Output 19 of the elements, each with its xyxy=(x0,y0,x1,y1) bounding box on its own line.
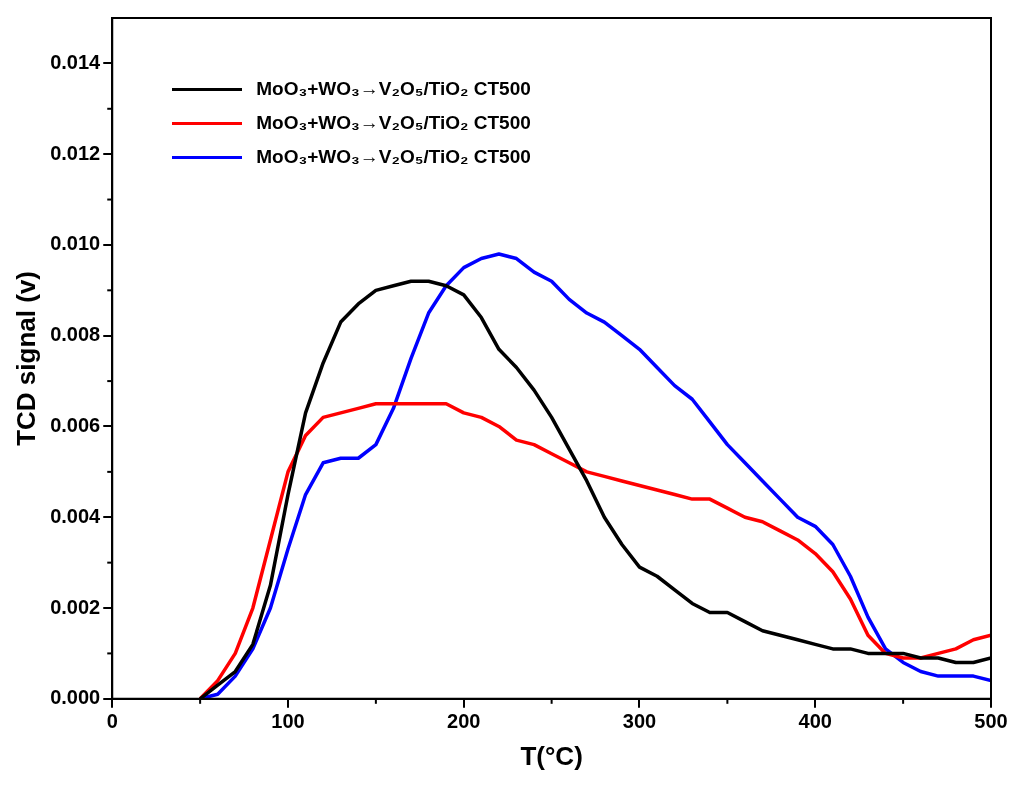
y-tick-label: 0.008 xyxy=(50,323,101,346)
legend-label: MoO₃+WO₃→V₂O₅/TiO₂ CT500 xyxy=(256,112,531,134)
x-axis-title: T(°C) xyxy=(520,740,583,771)
y-axis-title: TCD signal (v) xyxy=(10,271,41,446)
y-tick-label: 0.002 xyxy=(50,595,101,618)
x-tick-label: 400 xyxy=(798,710,832,733)
legend-label: MoO₃+WO₃→V₂O₅/TiO₂ CT500 xyxy=(256,146,531,168)
x-tick-label: 0 xyxy=(106,710,118,733)
x-tick-label: 300 xyxy=(622,710,657,733)
y-tick-label: 0.012 xyxy=(50,141,101,164)
x-tick-label: 500 xyxy=(974,710,1008,733)
x-tick-label: 100 xyxy=(271,710,305,733)
y-tick-label: 0.004 xyxy=(50,504,102,527)
y-tick-label: 0.010 xyxy=(50,232,101,255)
legend-label: MoO₃+WO₃→V₂O₅/TiO₂ CT500 xyxy=(256,78,531,100)
y-tick-label: 0.014 xyxy=(50,50,102,73)
y-tick-label: 0.006 xyxy=(50,414,101,436)
x-tick-label: 200 xyxy=(447,710,481,733)
y-tick-label: 0.000 xyxy=(50,686,101,709)
